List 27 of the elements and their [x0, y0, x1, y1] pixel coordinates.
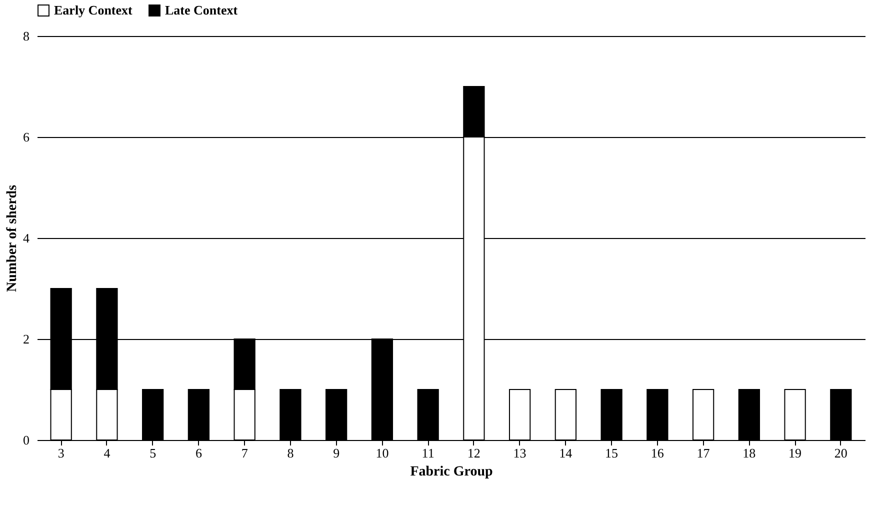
y-tick-label: 2 [23, 332, 30, 346]
x-tick-label: 11 [422, 446, 434, 460]
x-tick-label: 4 [104, 446, 111, 460]
y-axis-title: Number of sherds [5, 184, 20, 292]
legend-label: Early Context [54, 2, 134, 18]
x-axis-title: Fabric Group [410, 464, 494, 480]
x-tick-label: 8 [287, 446, 294, 460]
x-tick-label: 7 [241, 446, 248, 460]
x-tick-label: 12 [467, 446, 480, 460]
x-tick-label: 6 [195, 446, 202, 460]
x-tick-label: 13 [513, 446, 526, 460]
x-tick-label: 5 [150, 446, 156, 460]
x-tick-label: 9 [333, 446, 340, 460]
legend-label: Late Context [165, 2, 238, 18]
x-tick-label: 16 [650, 446, 664, 460]
x-tick-label: 14 [559, 446, 573, 460]
x-tick-label: 3 [58, 446, 64, 460]
y-tick-label: 0 [23, 432, 30, 448]
x-tick-label: 20 [834, 446, 848, 460]
x-tick-label: 19 [788, 446, 802, 460]
x-tick-label: 17 [696, 446, 710, 460]
x-tick-label: 10 [376, 446, 389, 460]
x-tick-label: 15 [605, 446, 618, 460]
y-tick-label: 8 [23, 28, 30, 44]
y-tick-label: 4 [23, 230, 30, 246]
y-tick-label: 6 [23, 130, 30, 144]
x-tick-label: 18 [742, 446, 756, 460]
